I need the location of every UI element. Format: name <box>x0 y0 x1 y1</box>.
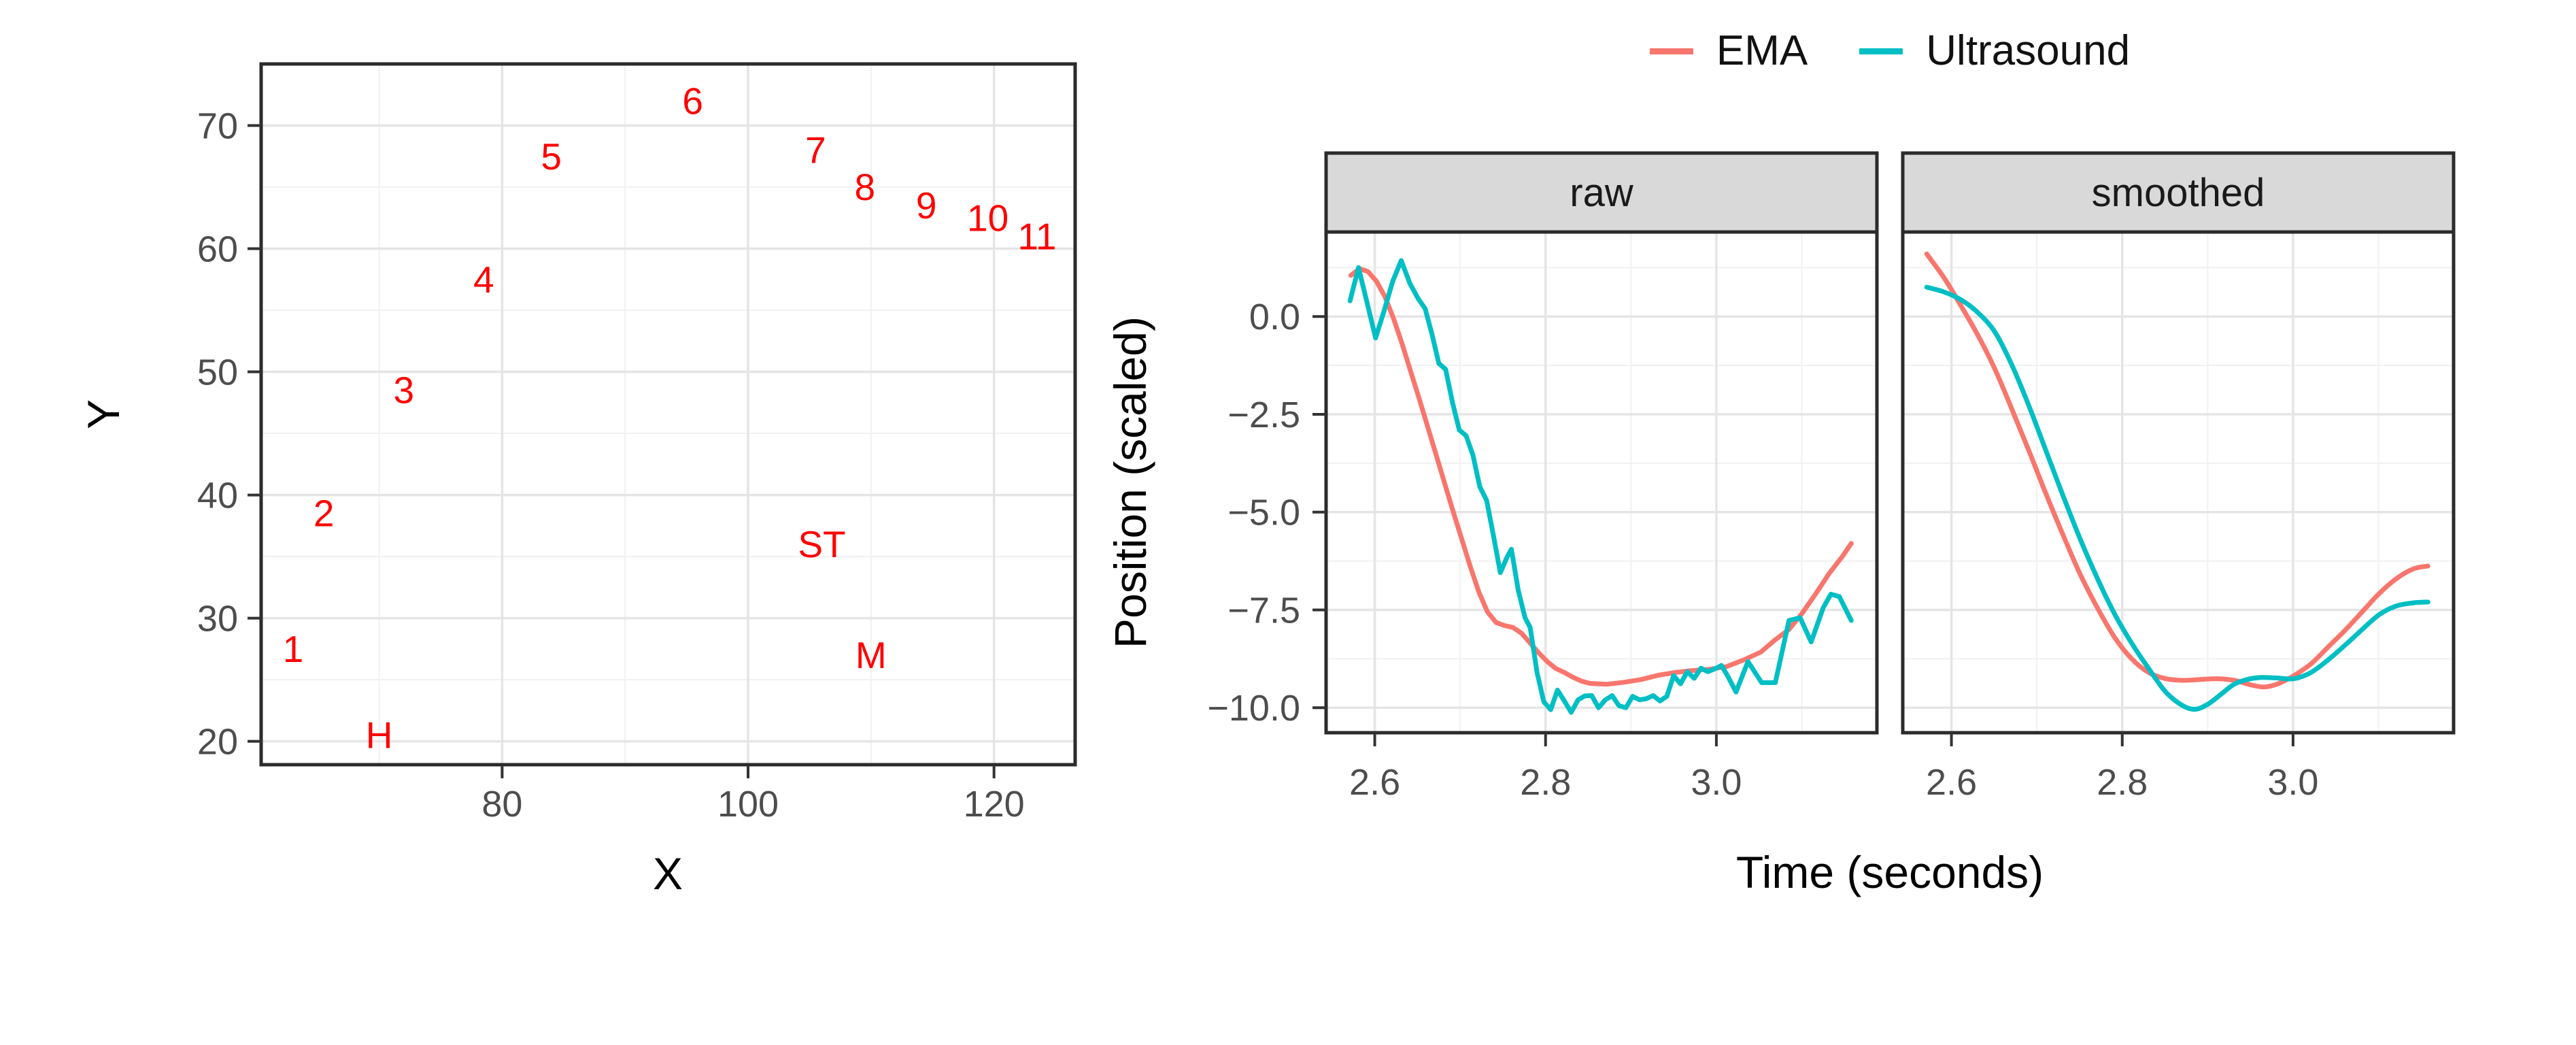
point-label-ST: ST <box>798 523 845 565</box>
ema-line-swatch <box>1649 48 1693 54</box>
legend-item-ema: EMA <box>1649 27 1808 74</box>
y-tick-label: −5.0 <box>1227 493 1300 533</box>
point-label-11: 11 <box>1017 215 1056 257</box>
y-tick-label: 0.0 <box>1249 297 1300 337</box>
x-tick-label: 2.6 <box>1926 762 1977 803</box>
x-tick-label: 2.8 <box>1520 762 1571 803</box>
point-label-8: 8 <box>855 166 876 208</box>
point-label-4: 4 <box>473 259 494 301</box>
right-x-axis-title: Time (seconds) <box>1735 847 2044 897</box>
y-tick-label: 40 <box>197 476 238 516</box>
line-ultrasound-raw <box>1347 258 1854 715</box>
line-ema-smoothed <box>1924 251 2430 690</box>
line-ultrasound-smoothed <box>1924 284 2430 712</box>
facet-panel-border-smoothed <box>1901 230 2456 735</box>
point-label-1: 1 <box>283 628 304 670</box>
legend-label-ultrasound: Ultrasound <box>1926 27 2131 74</box>
x-tick-label: 2.6 <box>1349 762 1400 803</box>
facet-strip-label-smoothed: smoothed <box>2092 171 2265 215</box>
facet-strip-smoothed <box>1901 151 2456 234</box>
point-label-H: H <box>366 714 393 757</box>
legend-item-ultrasound: Ultrasound <box>1859 30 2130 72</box>
point-label-5: 5 <box>541 135 562 178</box>
x-tick-label: 3.0 <box>1691 762 1742 803</box>
y-tick-label: 50 <box>197 352 238 393</box>
point-label-3: 3 <box>393 369 414 412</box>
point-label-6: 6 <box>682 80 703 122</box>
point-label-9: 9 <box>916 184 937 227</box>
facet-strip-label-raw: raw <box>1570 171 1634 215</box>
y-tick-label: −10.0 <box>1207 688 1300 729</box>
point-label-7: 7 <box>805 129 826 171</box>
left-x-axis-title: X <box>652 848 683 899</box>
x-tick-label: 100 <box>717 784 779 825</box>
y-tick-label: −2.5 <box>1227 395 1300 435</box>
x-tick-label: 2.8 <box>2097 762 2148 803</box>
point-label-M: M <box>855 634 887 676</box>
x-tick-label: 120 <box>964 784 1025 825</box>
line-ema-raw <box>1348 266 1854 687</box>
right-y-axis-title: Position (scaled) <box>1105 316 1155 648</box>
legend-label-ema: EMA <box>1716 27 1808 74</box>
point-label-2: 2 <box>313 493 335 535</box>
x-tick-label: 80 <box>481 784 522 825</box>
facet-strip-raw <box>1324 151 1879 234</box>
left-y-axis-title: Y <box>78 399 129 430</box>
y-tick-label: 70 <box>197 106 238 147</box>
y-tick-label: 60 <box>197 229 238 270</box>
legend: EMA Ultrasound <box>1326 24 2454 78</box>
y-tick-label: 20 <box>197 722 238 763</box>
y-tick-label: 30 <box>197 599 238 640</box>
point-label-10: 10 <box>967 197 1009 239</box>
x-tick-label: 3.0 <box>2267 762 2318 803</box>
y-tick-label: −7.5 <box>1227 590 1300 631</box>
ultrasound-line-swatch <box>1859 48 1903 54</box>
facet-panel-border-raw <box>1324 230 1879 735</box>
left-panel-border <box>259 62 1077 767</box>
